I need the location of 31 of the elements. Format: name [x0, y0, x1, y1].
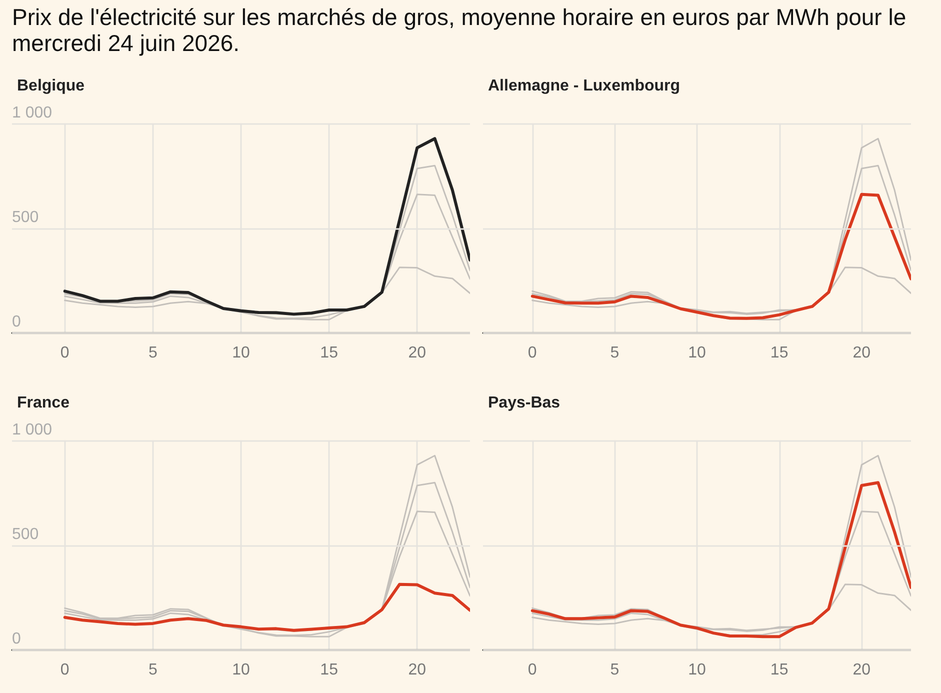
y-tick-label: 500	[12, 209, 39, 226]
x-tick-label: 5	[148, 662, 158, 678]
x-tick-label: 0	[528, 662, 537, 678]
x-tick-label: 15	[770, 344, 788, 362]
chart-subtitle: France	[17, 394, 70, 412]
x-tick-label: 5	[610, 662, 620, 678]
x-tick-label: 15	[320, 344, 338, 362]
x-tick-label: 5	[610, 344, 620, 362]
x-tick-label: 20	[852, 344, 871, 362]
x-tick-label: 10	[232, 662, 250, 678]
x-tick-label: 20	[852, 662, 871, 678]
x-tick-label: 0	[60, 662, 70, 678]
x-tick-label: 15	[320, 662, 338, 678]
x-tick-label: 20	[408, 662, 426, 678]
y-tick-label: 500	[12, 526, 39, 543]
y-tick-label: 0	[12, 314, 21, 330]
x-tick-label: 10	[688, 662, 706, 678]
x-tick-label: 15	[770, 662, 788, 678]
chart-subtitle: Belgique	[17, 78, 85, 94]
x-tick-label: 0	[60, 344, 70, 362]
y-tick-label: 1 000	[12, 422, 52, 438]
chart-subtitle: Allemagne - Luxembourg	[488, 78, 680, 94]
chart-subtitle: Pays-Bas	[488, 394, 560, 412]
chart-title: Prix de l'électricité sur les marchés de gros, moyenne horaire en euros par MWh pour le mercredi 24 juin 2026.	[12, 4, 908, 56]
x-tick-label: 10	[688, 344, 706, 362]
x-tick-label: 5	[148, 344, 158, 362]
x-tick-label: 20	[408, 344, 426, 362]
y-tick-label: 1 000	[12, 104, 52, 122]
y-tick-label: 0	[12, 630, 21, 648]
x-tick-label: 0	[528, 344, 537, 362]
x-tick-label: 10	[232, 344, 250, 362]
